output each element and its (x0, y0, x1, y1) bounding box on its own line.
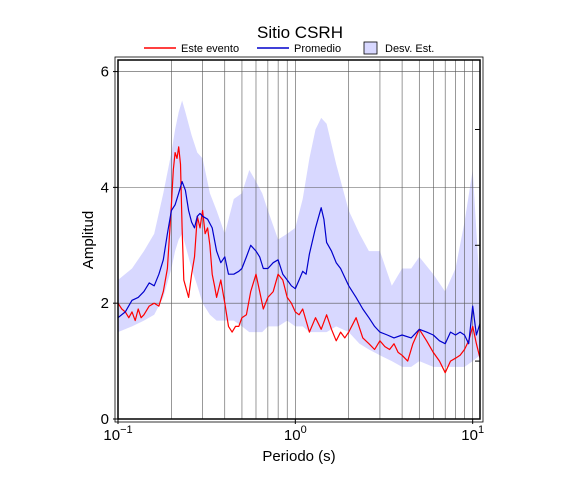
x-tick-labels: 10−1 100 101 (103, 419, 484, 444)
y-tick-label: 2 (101, 295, 109, 312)
y-axis-label: Amplitud (80, 211, 97, 269)
plot-frame (114, 56, 484, 423)
y-tick-labels: 0 2 4 6 (101, 64, 118, 428)
x-tick-label: 10−1 (103, 424, 132, 444)
series-line-promedio (117, 181, 481, 345)
frame-outer (117, 59, 481, 420)
y-tick-label: 0 (101, 411, 109, 428)
std-dev-band (118, 100, 480, 367)
legend-label-este-evento: Este evento (181, 43, 239, 55)
series-line-este-evento (117, 146, 481, 374)
y-tick-label: 6 (101, 64, 109, 81)
x-axis-label: Periodo (s) (262, 448, 335, 465)
std-dev-band-layer (118, 100, 480, 367)
legend-swatch-desv-est- (363, 41, 378, 55)
chart-title: Sitio CSRH (257, 23, 343, 42)
y-tick-label: 4 (101, 179, 109, 196)
legend-label-desv-est-: Desv. Est. (385, 43, 434, 55)
x-tick-label: 100 (284, 424, 307, 444)
legend-label-promedio: Promedio (294, 43, 341, 55)
x-tick-label: 101 (461, 424, 484, 444)
grid-layer (117, 60, 480, 420)
series-layer (117, 146, 481, 374)
legend: Este evento Promedio Desv. Est. (144, 41, 434, 55)
frame-border (114, 56, 484, 423)
